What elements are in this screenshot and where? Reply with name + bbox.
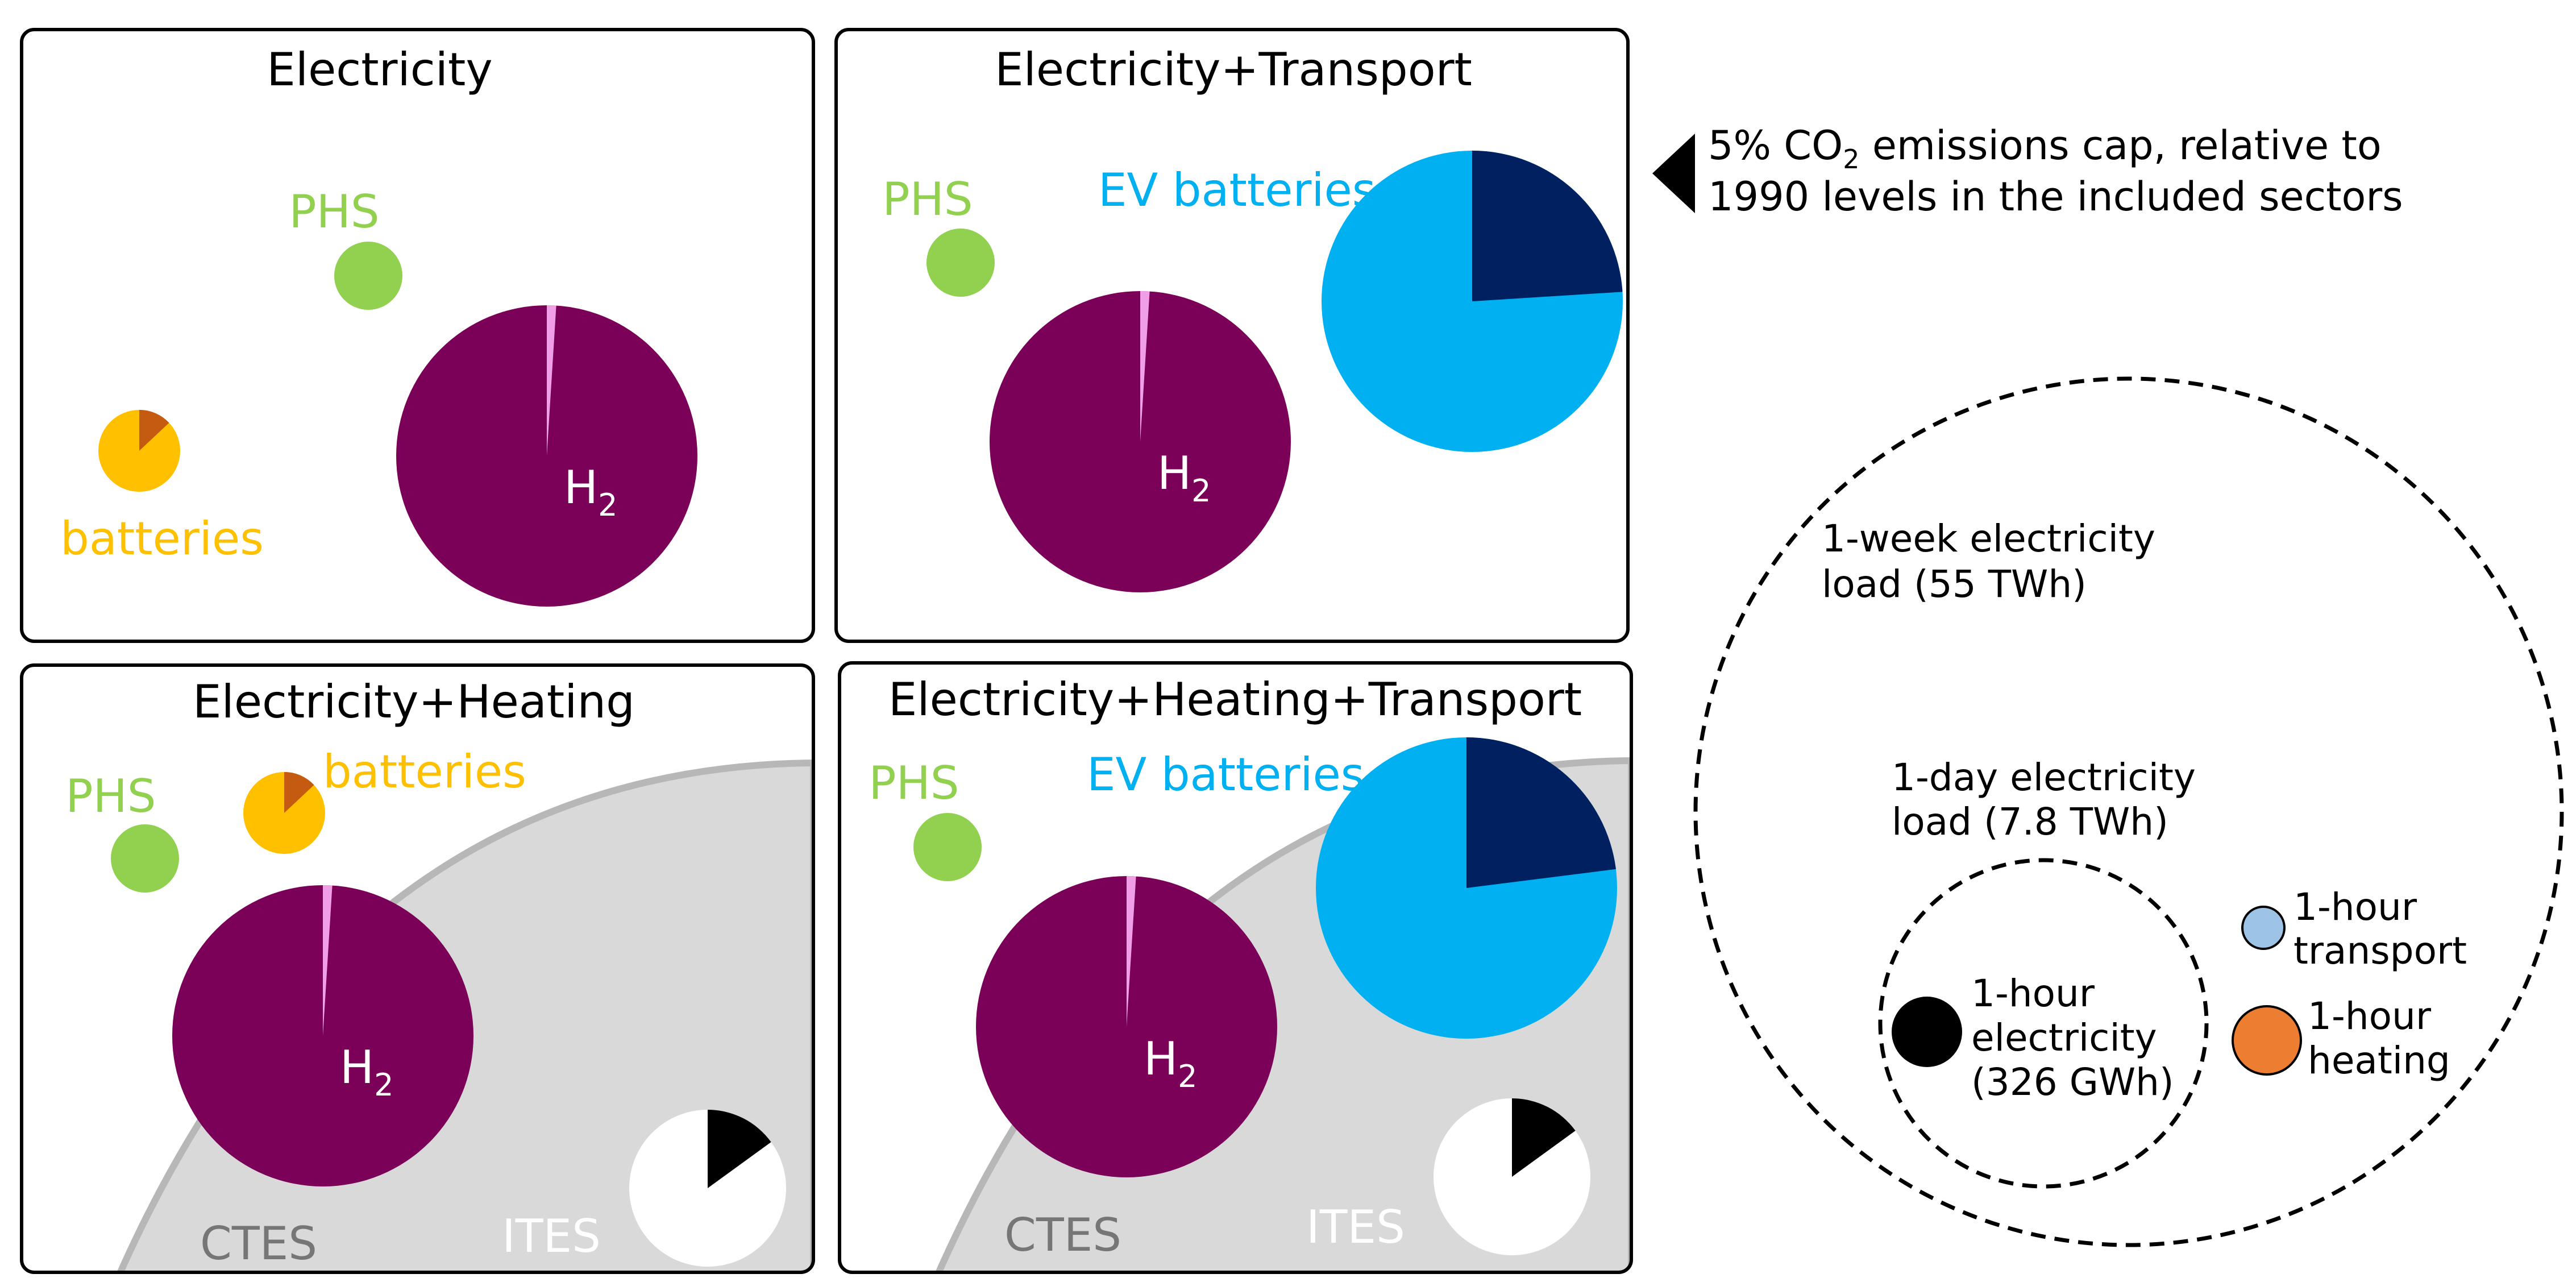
hour-transport-label-line1: 1-hour <box>2294 885 2417 929</box>
phs-circle <box>111 824 179 893</box>
size-legend: 1-week electricity load (55 TWh) 1-day e… <box>1693 376 2564 1247</box>
panel-electricity-heating-transport: Electricity+Heating+Transport PHS EV bat… <box>838 661 1633 1274</box>
ev-batteries-dark-slice <box>1472 151 1623 301</box>
phs-label: PHS <box>882 173 973 226</box>
panel-frame <box>838 661 1633 1274</box>
h2-label: H2 <box>1144 1032 1198 1094</box>
h2-light-slice <box>1140 291 1150 442</box>
day-load-label-line2: load (7.8 TWh) <box>1892 800 2168 844</box>
ites-dark-slice <box>1512 1098 1576 1177</box>
hour-electricity-label-line2: electricity <box>1971 1016 2157 1060</box>
h2-light-slice <box>1127 876 1136 1027</box>
panel-title: Electricity+Heating <box>193 675 635 728</box>
hour-heating-label-line1: 1-hour <box>2308 994 2432 1038</box>
h2-light-slice <box>323 885 333 1036</box>
phs-circle <box>334 242 402 310</box>
week-load-circle <box>1693 376 2564 1247</box>
h2-label: H2 <box>1157 447 1211 509</box>
batteries-dark-slice <box>139 410 169 451</box>
week-load-label-line2: load (55 TWh) <box>1822 562 2087 606</box>
panel-title: Electricity+Transport <box>995 43 1472 96</box>
ev-batteries-dark-slice <box>1466 737 1616 888</box>
day-load-circle <box>1878 858 2209 1189</box>
panel-frame <box>20 663 815 1274</box>
ctes-label: CTES <box>1004 1209 1121 1262</box>
h2-label: H2 <box>564 461 618 523</box>
phs-label: PHS <box>289 185 379 238</box>
panel-title: Electricity <box>267 43 492 96</box>
hour-heating-label-line2: heating <box>2308 1039 2450 1082</box>
batteries-dark-slice <box>284 772 314 813</box>
ev-batteries-label: EV batteries <box>1087 748 1364 801</box>
ev-batteries-label: EV batteries <box>1098 164 1376 217</box>
panel-electricity-heating: Electricity+Heating PHS batteries H2 CTE… <box>20 663 815 1274</box>
ites-label: ITES <box>502 1210 601 1263</box>
phs-circle <box>926 229 995 297</box>
phs-label: PHS <box>65 770 156 823</box>
ctes-label: CTES <box>200 1217 317 1270</box>
ites-label: ITES <box>1306 1201 1405 1254</box>
note-line-1: 5% CO2 emissions cap, relative to <box>1708 122 2382 175</box>
week-load-label-line1: 1-week electricity <box>1822 517 2155 561</box>
hour-electricity-label-line1: 1-hour <box>1971 972 2095 1015</box>
ites-dark-slice <box>708 1110 771 1188</box>
day-load-label-line1: 1-day electricity <box>1892 756 2196 799</box>
phs-circle <box>913 813 982 881</box>
panel-electricity: Electricity PHS batteries H2 <box>20 28 815 643</box>
batteries-label: batteries <box>323 745 526 798</box>
emissions-cap-note: 5% CO2 emissions cap, relative to 1990 l… <box>1652 122 2403 220</box>
triangle-marker-icon <box>1652 134 1695 213</box>
hour-transport-circle <box>2241 906 2286 950</box>
hour-electricity-circle <box>1892 997 1962 1067</box>
batteries-label: batteries <box>60 512 264 565</box>
hour-electricity-label-line3: (326 GWh) <box>1971 1060 2174 1104</box>
panel-electricity-transport: Electricity+Transport PHS EV batteries H… <box>834 28 1630 643</box>
h2-label: H2 <box>340 1041 394 1103</box>
hour-transport-label-line2: transport <box>2294 929 2467 973</box>
h2-light-slice <box>547 305 556 456</box>
panel-title: Electricity+Heating+Transport <box>888 673 1582 726</box>
hour-heating-circle <box>2232 1005 2302 1076</box>
phs-label: PHS <box>869 757 959 810</box>
note-line-2: 1990 levels in the included sectors <box>1708 173 2403 220</box>
